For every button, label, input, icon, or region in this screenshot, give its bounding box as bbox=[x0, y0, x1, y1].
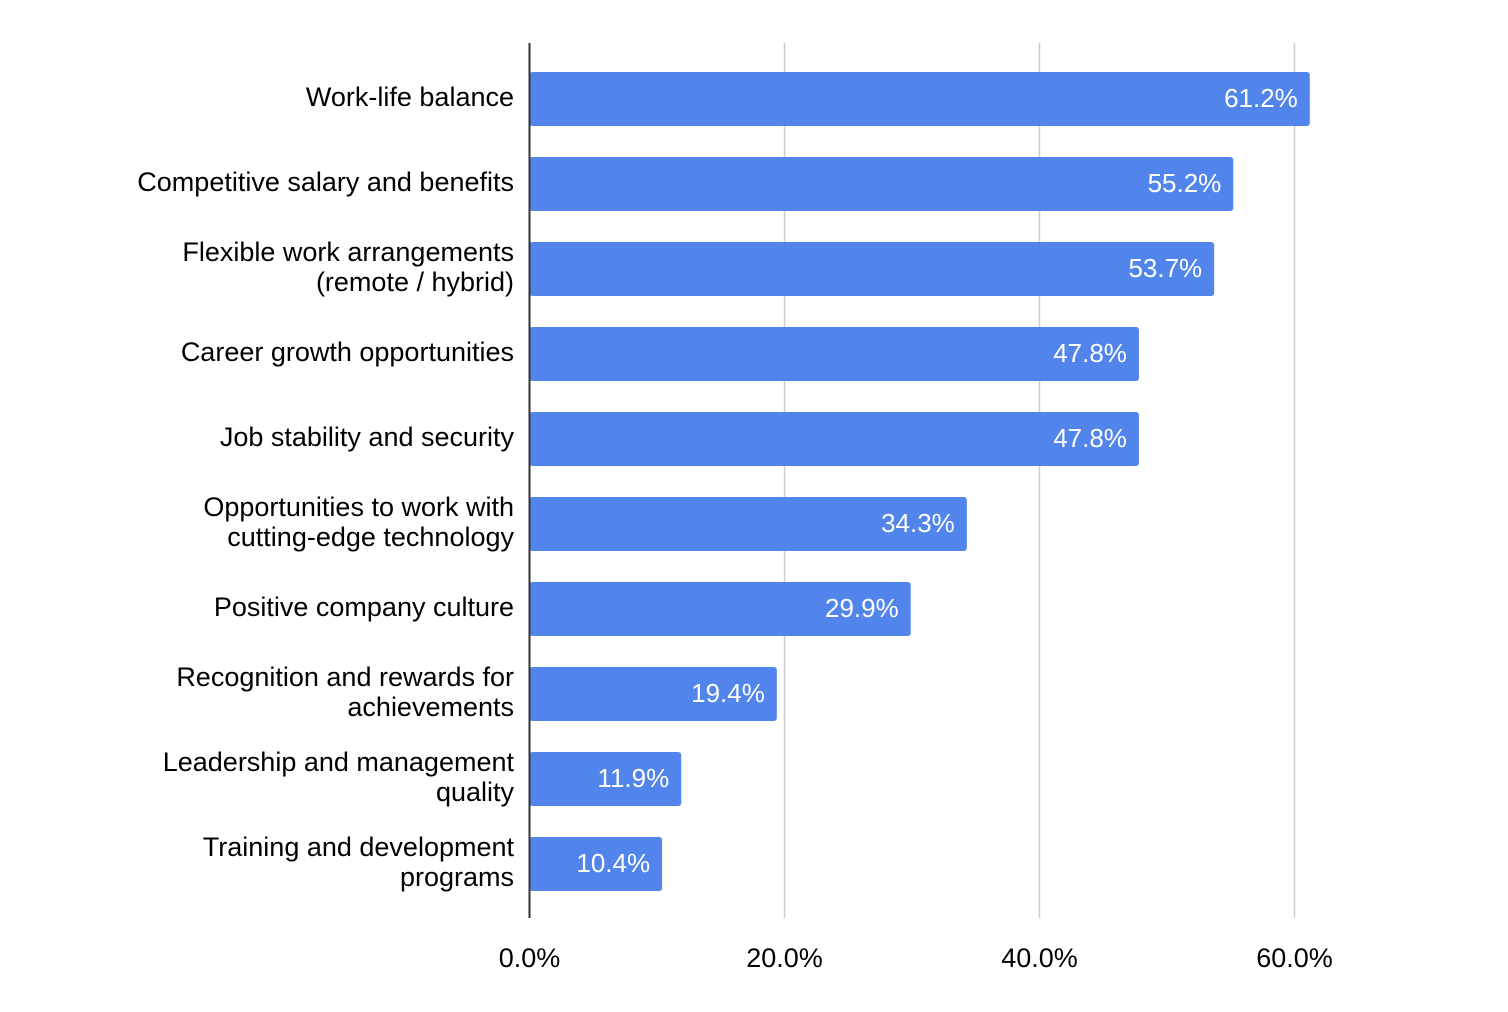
bar bbox=[529, 582, 911, 636]
category-label-line: Job stability and security bbox=[220, 422, 515, 452]
bars bbox=[529, 72, 1310, 891]
bar bbox=[529, 72, 1310, 126]
x-tick-label: 20.0% bbox=[746, 943, 823, 973]
category-label: Positive company culture bbox=[214, 592, 514, 622]
bar bbox=[529, 242, 1215, 296]
category-label-line: Work-life balance bbox=[306, 82, 514, 112]
category-label: Job stability and security bbox=[220, 422, 515, 452]
bar bbox=[529, 497, 967, 551]
category-label: Training and development programs bbox=[203, 832, 515, 892]
bar-value-label: 11.9% bbox=[597, 763, 669, 793]
bar-value-label: 61.2% bbox=[1224, 83, 1298, 113]
bar bbox=[529, 667, 777, 721]
bar bbox=[529, 837, 663, 891]
bar-value-label: 47.8% bbox=[1053, 423, 1127, 453]
data-labels: 61.2% 55.2% 53.7% 47.8% 47.8% 34.3% 29.9% 19.4%… bbox=[576, 83, 1297, 878]
category-labels: Work-life balance Competitive salary and … bbox=[137, 82, 514, 892]
category-label-line: cutting-edge technology bbox=[227, 522, 514, 552]
category-label: Opportunities to work with cutting-edge t… bbox=[203, 492, 514, 552]
category-label: Recognition and rewards for achievements bbox=[176, 662, 514, 722]
category-label: Competitive salary and benefits bbox=[137, 167, 514, 197]
bar-value-label: 10.4% bbox=[576, 848, 650, 878]
bar bbox=[529, 412, 1139, 466]
bar bbox=[529, 157, 1234, 211]
category-label-line: quality bbox=[436, 777, 515, 807]
category-label-line: Competitive salary and benefits bbox=[137, 167, 514, 197]
bar bbox=[529, 327, 1139, 381]
category-label-line: Positive company culture bbox=[214, 592, 514, 622]
category-label-line: Career growth opportunities bbox=[181, 337, 514, 367]
x-axis-tick-labels: 0.0% 20.0% 40.0% 60.0% bbox=[499, 943, 1333, 973]
category-label-line: programs bbox=[400, 862, 514, 892]
bar-value-label: 29.9% bbox=[825, 593, 899, 623]
bar-value-label: 34.3% bbox=[881, 508, 955, 538]
bar-value-label: 55.2% bbox=[1148, 168, 1222, 198]
category-label: Work-life balance bbox=[306, 82, 514, 112]
category-label-line: Recognition and rewards for bbox=[176, 662, 514, 692]
category-label-line: Training and development bbox=[203, 832, 515, 862]
x-tick-label: 0.0% bbox=[499, 943, 561, 973]
x-tick-label: 40.0% bbox=[1001, 943, 1078, 973]
bar bbox=[529, 752, 682, 806]
category-label-line: (remote / hybrid) bbox=[316, 267, 514, 297]
category-label: Leadership and management quality bbox=[163, 747, 515, 807]
category-label: Career growth opportunities bbox=[181, 337, 514, 367]
category-label-line: Leadership and management bbox=[163, 747, 515, 777]
category-label: Flexible work arrangements (remote / hybr… bbox=[182, 237, 514, 297]
bar-value-label: 47.8% bbox=[1053, 338, 1127, 368]
category-label-line: Flexible work arrangements bbox=[182, 237, 514, 267]
category-label-line: Opportunities to work with bbox=[203, 492, 514, 522]
bar-value-label: 53.7% bbox=[1128, 253, 1202, 283]
bar-value-label: 19.4% bbox=[691, 678, 765, 708]
x-tick-label: 60.0% bbox=[1256, 943, 1333, 973]
category-label-line: achievements bbox=[347, 692, 514, 722]
